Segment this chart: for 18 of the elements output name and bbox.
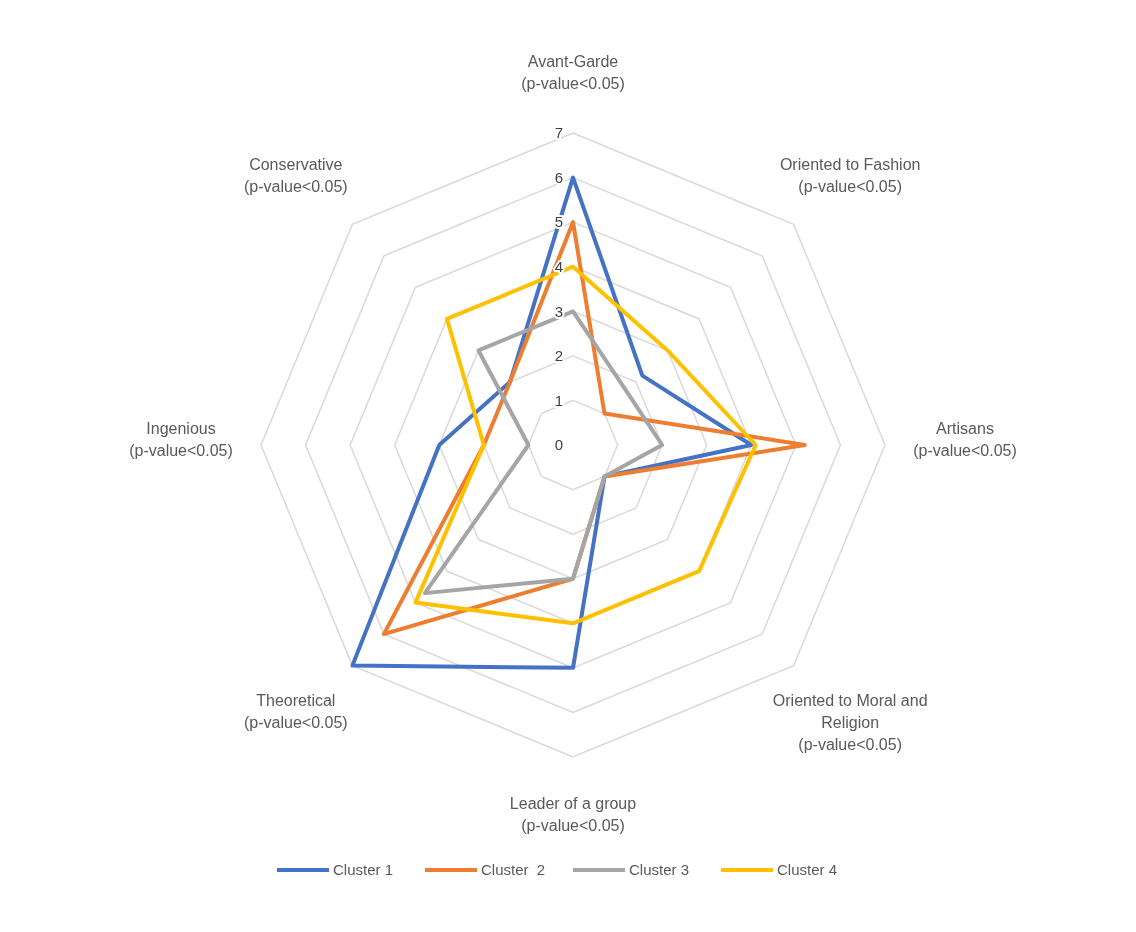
legend-label: Cluster 2	[481, 861, 546, 879]
y-tick-label: 3	[554, 302, 563, 320]
legend-label: Cluster 4	[777, 861, 838, 879]
spoke-label: Ingenious (p-value<0.05)	[129, 420, 233, 459]
spoke-label: Theoretical (p-value<0.05)	[244, 691, 348, 731]
spoke-label: Avant-Garde (p-value<0.05)	[521, 53, 625, 92]
spoke-label: Conservative (p-value<0.05)	[244, 156, 348, 196]
y-tick-label: 6	[554, 168, 563, 186]
spoke-label: Artisans (p-value<0.05)	[913, 420, 1017, 459]
y-tick-label: 7	[554, 124, 563, 142]
y-tick-label: 0	[554, 436, 563, 454]
spoke-label: Oriented to Fashion (p-value<0.05)	[779, 156, 921, 196]
y-tick-label: 1	[554, 391, 563, 409]
y-tick-label: 2	[554, 347, 563, 365]
spoke-label: Oriented to Moral and Religion (p-value<0.05)	[772, 691, 928, 753]
legend-label: Cluster 1	[333, 861, 394, 879]
spoke-label: Leader of a group (p-value<0.05)	[509, 795, 637, 834]
legend-label: Cluster 3	[629, 861, 690, 879]
